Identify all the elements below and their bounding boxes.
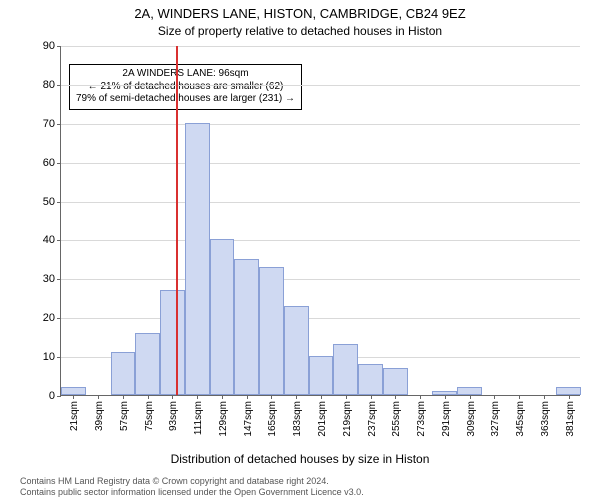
footer-attribution: Contains HM Land Registry data © Crown c… xyxy=(20,476,364,498)
y-tick-label: 60 xyxy=(43,157,61,169)
x-tick-mark xyxy=(197,395,198,399)
x-tick-mark xyxy=(271,395,272,399)
x-tick-mark xyxy=(346,395,347,399)
annotation-line-3: 79% of semi-detached houses are larger (… xyxy=(76,93,295,106)
gridline xyxy=(61,163,580,164)
x-tick-mark xyxy=(321,395,322,399)
y-tick-label: 40 xyxy=(43,234,61,246)
y-tick-label: 10 xyxy=(43,351,61,363)
histogram-bar xyxy=(259,267,284,395)
y-tick-label: 80 xyxy=(43,79,61,91)
x-tick-label: 39sqm xyxy=(94,401,105,431)
annotation-box: 2A WINDERS LANE: 96sqm ← 21% of detached… xyxy=(69,64,302,110)
y-tick-label: 50 xyxy=(43,196,61,208)
histogram-bar xyxy=(111,352,136,395)
x-tick-label: 111sqm xyxy=(193,401,204,435)
annotation-line-1: 2A WINDERS LANE: 96sqm xyxy=(76,68,295,81)
gridline xyxy=(61,85,580,86)
x-tick-label: 147sqm xyxy=(243,401,254,437)
x-tick-mark xyxy=(519,395,520,399)
histogram-bar xyxy=(234,259,259,395)
gridline xyxy=(61,202,580,203)
plot-area: 2A WINDERS LANE: 96sqm ← 21% of detached… xyxy=(60,46,580,396)
x-axis-label: Distribution of detached houses by size … xyxy=(0,452,600,466)
y-tick-label: 90 xyxy=(43,40,61,52)
x-tick-label: 237sqm xyxy=(367,401,378,437)
x-tick-mark xyxy=(296,395,297,399)
x-tick-mark xyxy=(395,395,396,399)
histogram-bar xyxy=(383,368,408,395)
gridline xyxy=(61,279,580,280)
gridline xyxy=(61,46,580,47)
histogram-bar xyxy=(210,239,235,395)
histogram-bar xyxy=(333,344,358,395)
x-tick-label: 309sqm xyxy=(466,401,477,437)
x-tick-label: 255sqm xyxy=(391,401,402,437)
x-tick-label: 381sqm xyxy=(565,401,576,437)
x-tick-label: 345sqm xyxy=(515,401,526,437)
histogram-bar xyxy=(358,364,383,395)
gridline xyxy=(61,124,580,125)
x-tick-mark xyxy=(420,395,421,399)
x-tick-label: 129sqm xyxy=(218,401,229,437)
x-tick-mark xyxy=(470,395,471,399)
histogram-bar xyxy=(61,387,86,395)
footer-line-2: Contains public sector information licen… xyxy=(20,487,364,498)
histogram-bar xyxy=(135,333,160,395)
x-tick-label: 273sqm xyxy=(416,401,427,437)
x-tick-mark xyxy=(73,395,74,399)
x-tick-mark xyxy=(494,395,495,399)
histogram-bar xyxy=(457,387,482,395)
x-tick-mark xyxy=(445,395,446,399)
x-tick-label: 57sqm xyxy=(119,401,130,431)
footer-line-1: Contains HM Land Registry data © Crown c… xyxy=(20,476,364,487)
chart-container: 2A, WINDERS LANE, HISTON, CAMBRIDGE, CB2… xyxy=(0,0,600,500)
x-tick-mark xyxy=(371,395,372,399)
x-tick-label: 183sqm xyxy=(292,401,303,437)
property-marker-line xyxy=(176,46,178,395)
x-tick-mark xyxy=(123,395,124,399)
chart-title: 2A, WINDERS LANE, HISTON, CAMBRIDGE, CB2… xyxy=(0,6,600,21)
x-tick-mark xyxy=(247,395,248,399)
y-tick-label: 30 xyxy=(43,273,61,285)
x-tick-label: 291sqm xyxy=(441,401,452,437)
x-tick-mark xyxy=(148,395,149,399)
x-tick-label: 21sqm xyxy=(69,401,80,431)
y-tick-label: 20 xyxy=(43,312,61,324)
y-tick-label: 0 xyxy=(49,390,61,402)
annotation-line-2: ← 21% of detached houses are smaller (62… xyxy=(76,81,295,94)
histogram-bar xyxy=(185,123,210,395)
x-tick-label: 363sqm xyxy=(540,401,551,437)
x-tick-label: 201sqm xyxy=(317,401,328,437)
histogram-bar xyxy=(284,306,309,395)
histogram-bar xyxy=(556,387,581,395)
x-tick-mark xyxy=(172,395,173,399)
x-tick-mark xyxy=(569,395,570,399)
gridline xyxy=(61,318,580,319)
x-tick-label: 75sqm xyxy=(144,401,155,431)
x-tick-label: 93sqm xyxy=(168,401,179,431)
x-tick-label: 165sqm xyxy=(267,401,278,437)
gridline xyxy=(61,240,580,241)
y-tick-label: 70 xyxy=(43,118,61,130)
x-tick-mark xyxy=(98,395,99,399)
chart-subtitle: Size of property relative to detached ho… xyxy=(0,24,600,38)
histogram-bar xyxy=(160,290,185,395)
x-tick-label: 219sqm xyxy=(342,401,353,437)
x-tick-mark xyxy=(544,395,545,399)
x-tick-mark xyxy=(222,395,223,399)
histogram-bar xyxy=(309,356,334,395)
x-tick-label: 327sqm xyxy=(490,401,501,437)
